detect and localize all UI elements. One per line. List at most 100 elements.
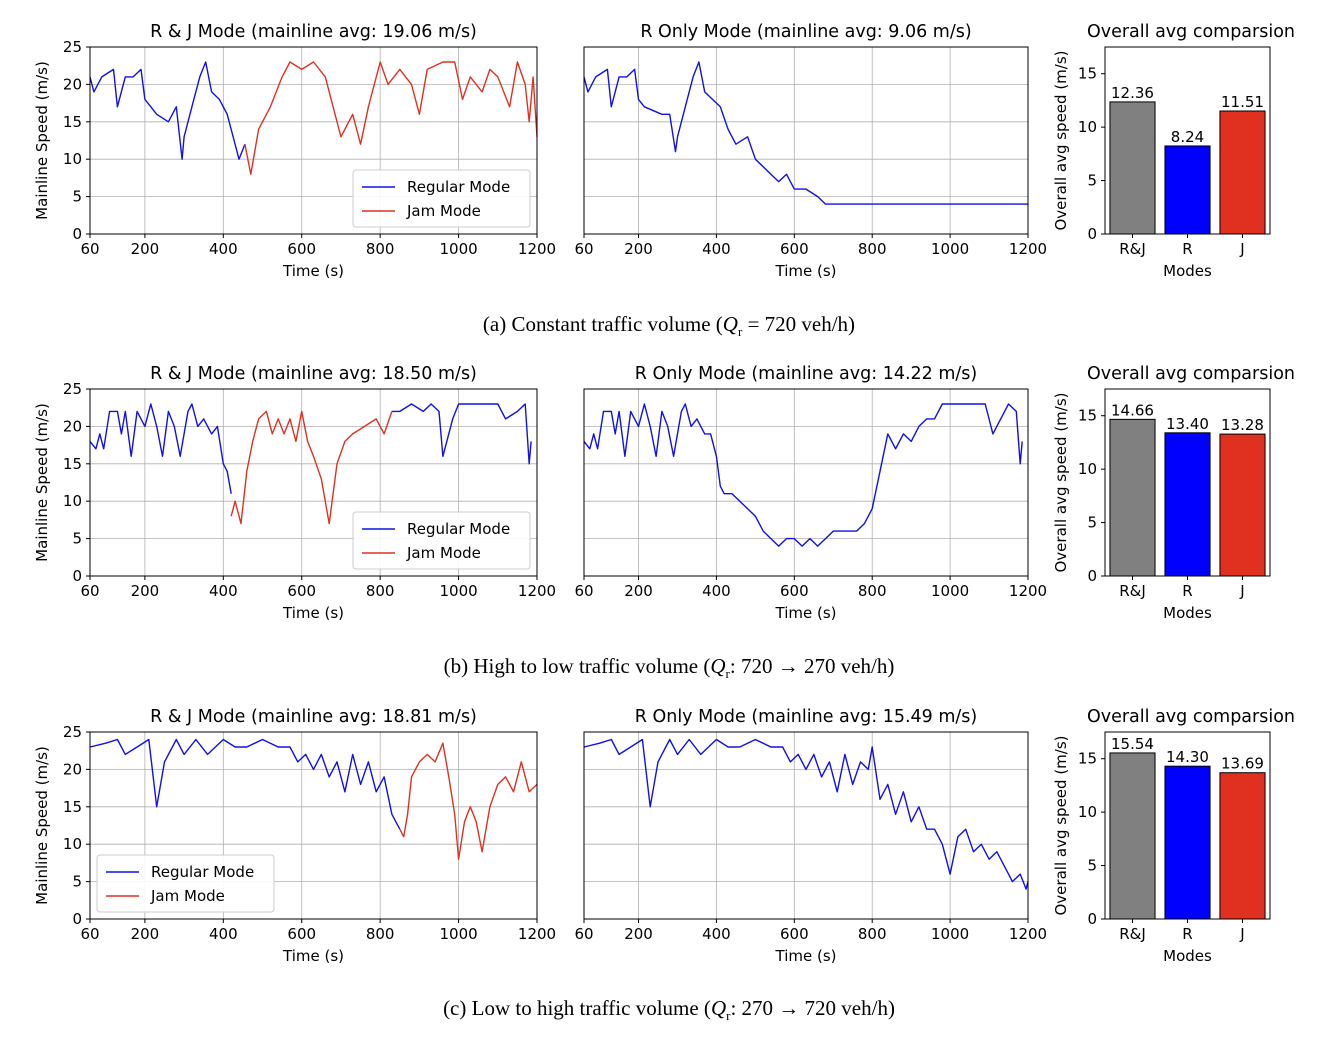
- plot-frame: [89, 731, 538, 920]
- legend-regular-label: Regular Mode: [151, 863, 254, 881]
- plot-frame: [1104, 731, 1271, 920]
- x-tick-label: 200: [624, 240, 653, 258]
- x-tick-label: 400: [209, 240, 238, 258]
- y-axis-label: Overall avg speed (m/s): [1052, 393, 1070, 573]
- legend-box: [352, 511, 531, 570]
- y-axis-label: Mainline Speed (m/s): [33, 61, 51, 220]
- y-tick-label: 25: [63, 723, 82, 741]
- x-tick-label: 1200: [1009, 925, 1047, 943]
- x-tick-label: 400: [209, 925, 238, 943]
- x-tick-label: 1200: [518, 240, 556, 258]
- legend: Regular Mode Jam Mode: [352, 511, 531, 570]
- y-axis-label: Overall avg speed (m/s): [1052, 51, 1070, 231]
- chart-title: Overall avg comparsion: [1087, 364, 1295, 384]
- x-tick-label: 60: [80, 582, 99, 600]
- x-axis-label: Time (s): [282, 262, 344, 280]
- panel-b-mid: 60 200 400 600 800 1000 1200 Time (s) R Only Mod…: [574, 364, 1047, 622]
- panel-b-left: 60 200 400 600 800 1000 1200 Time (s) 0 5 10 15 20 25…: [33, 364, 556, 622]
- x-tick-label: 800: [366, 925, 395, 943]
- x-axis-label: Time (s): [282, 604, 344, 622]
- y-tick-label: 20: [63, 760, 82, 778]
- legend: Regular Mode Jam Mode: [352, 169, 531, 228]
- regular-mode-line: [583, 403, 1023, 547]
- x-tick-label: R: [1182, 240, 1192, 258]
- y-tick-label: 15: [1078, 65, 1097, 83]
- legend-jam-label: Jam Mode: [406, 544, 481, 562]
- chart-title: R & J Mode (mainline avg: 18.81 m/s): [150, 707, 477, 727]
- chart-title: R Only Mode (mainline avg: 9.06 m/s): [640, 22, 971, 42]
- bar-randj: [1109, 418, 1156, 577]
- plot-frame: [89, 388, 538, 577]
- x-tick-label: 800: [858, 582, 887, 600]
- y-axis-label: Mainline Speed (m/s): [33, 746, 51, 905]
- x-tick-label: 1000: [931, 925, 969, 943]
- chart-title: Overall avg comparsion: [1087, 707, 1295, 727]
- x-tick-label: J: [1239, 925, 1244, 943]
- legend: Regular Mode Jam Mode: [96, 854, 275, 913]
- x-tick-label: 200: [624, 925, 653, 943]
- x-tick-label: 60: [80, 240, 99, 258]
- x-tick-label: 1200: [1009, 582, 1047, 600]
- bar-randj: [1109, 101, 1156, 235]
- bar-r: [1164, 145, 1211, 235]
- x-tick-label: 1200: [518, 925, 556, 943]
- x-axis-label: Time (s): [775, 947, 837, 965]
- y-tick-label: 10: [63, 150, 82, 168]
- regular-mode-line: [89, 61, 246, 160]
- caption-c: (c) Low to high traffic volume (Qr: 270 …: [443, 996, 895, 1023]
- y-tick-label: 10: [1078, 118, 1097, 136]
- y-tick-label: 0: [1087, 567, 1097, 585]
- legend-regular-label: Regular Mode: [407, 178, 510, 196]
- caption-a: (a) Constant traffic volume (Qr = 720 ve…: [483, 312, 855, 339]
- bar-j: [1219, 433, 1266, 577]
- x-tick-label: 600: [780, 925, 809, 943]
- panel-b-right: 14.66 R&J 13.40 R 13.28 J 0 5 10 15 Modes Overall a…: [1052, 364, 1295, 622]
- plot-frame: [1104, 46, 1271, 235]
- plot-frame: [583, 731, 1029, 920]
- x-axis-label: Time (s): [775, 262, 837, 280]
- x-tick-label: 800: [366, 240, 395, 258]
- x-axis-label: Modes: [1163, 947, 1212, 965]
- x-tick-label: R: [1182, 925, 1192, 943]
- y-tick-label: 15: [1078, 407, 1097, 425]
- y-tick-label: 15: [1078, 750, 1097, 768]
- x-tick-label: 800: [858, 925, 887, 943]
- y-tick-label: 0: [1087, 910, 1097, 928]
- x-tick-label: 600: [780, 582, 809, 600]
- x-tick-label: 60: [574, 582, 593, 600]
- x-tick-label: J: [1239, 240, 1244, 258]
- y-tick-label: 0: [72, 225, 82, 243]
- x-tick-label: J: [1239, 582, 1244, 600]
- y-tick-label: 5: [1087, 514, 1097, 532]
- x-tick-label: 400: [702, 240, 731, 258]
- y-tick-label: 15: [63, 798, 82, 816]
- bar-j: [1219, 110, 1266, 235]
- jam-mode-line: [230, 410, 393, 525]
- y-tick-label: 10: [1078, 460, 1097, 478]
- x-tick-label: R&J: [1119, 240, 1146, 258]
- bar-value-label: 14.30: [1166, 748, 1209, 766]
- y-tick-label: 0: [72, 910, 82, 928]
- y-tick-label: 0: [72, 567, 82, 585]
- x-tick-label: 1000: [931, 240, 969, 258]
- jam-mode-line: [399, 742, 538, 860]
- x-tick-label: R: [1182, 582, 1192, 600]
- regular-mode-line: [391, 403, 532, 465]
- x-tick-label: 400: [702, 925, 731, 943]
- jam-mode-line: [244, 61, 538, 175]
- x-tick-label: 1200: [1009, 240, 1047, 258]
- x-tick-label: 800: [858, 240, 887, 258]
- legend-box: [96, 854, 275, 913]
- y-tick-label: 5: [72, 530, 82, 548]
- regular-mode-line: [89, 738, 401, 830]
- plot-frame: [583, 46, 1029, 235]
- x-tick-label: 1000: [439, 925, 477, 943]
- x-tick-label: 400: [209, 582, 238, 600]
- x-tick-label: 200: [131, 925, 160, 943]
- bar-randj: [1109, 752, 1156, 920]
- x-tick-label: 600: [287, 240, 316, 258]
- y-tick-label: 5: [1087, 172, 1097, 190]
- y-tick-label: 10: [63, 835, 82, 853]
- x-tick-label: R&J: [1119, 582, 1146, 600]
- panel-a-mid: 60 200 400 600 800 1000 1200 Time (s) R Only Mod…: [574, 22, 1047, 280]
